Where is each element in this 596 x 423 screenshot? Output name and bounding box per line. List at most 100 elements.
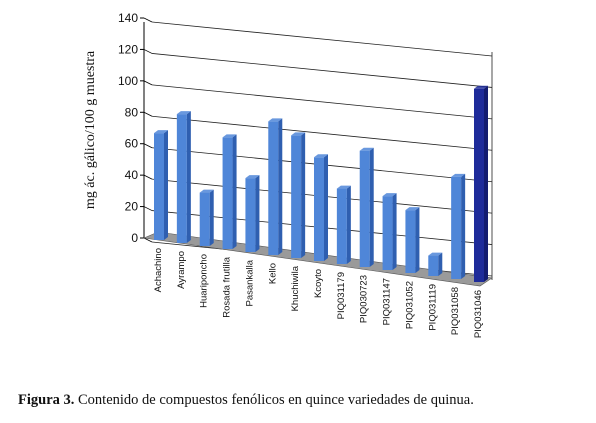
bar-side: [438, 252, 443, 276]
bar-top: [199, 189, 214, 193]
category-label: Achachino: [153, 248, 164, 292]
bar-side: [164, 130, 168, 240]
y-tick-label: 60: [125, 137, 139, 151]
bar-top: [268, 118, 283, 122]
bar: [336, 185, 351, 264]
bar-front: [405, 210, 416, 273]
bar-front: [451, 176, 462, 279]
figure-caption: Figura 3. Contenido de compuestos fenóli…: [18, 392, 588, 409]
bar-side: [484, 85, 488, 282]
category-label: Khuchiwila: [290, 265, 301, 311]
bar-top: [154, 130, 168, 134]
bar-top: [176, 111, 191, 115]
y-tick-label: 40: [125, 168, 139, 182]
bar-side: [186, 111, 191, 244]
bars: [154, 85, 488, 282]
category-label: Huariponcho: [199, 254, 210, 308]
bar-front: [428, 255, 439, 276]
bar-front: [474, 88, 484, 282]
category-label: PIQ031147: [382, 278, 393, 325]
bar-side: [255, 175, 260, 252]
bar: [245, 175, 260, 252]
bar-side: [415, 207, 420, 273]
category-label: PIQ031046: [473, 290, 484, 338]
gridline-connector: [143, 206, 153, 211]
bar-side: [324, 154, 328, 261]
gridline-connector: [143, 17, 153, 23]
y-tick-label: 120: [118, 42, 138, 56]
bar: [268, 118, 283, 255]
bar: [291, 132, 306, 258]
bar-side: [392, 193, 397, 270]
bar-front: [222, 137, 233, 249]
bar-front: [336, 188, 347, 264]
bar-side: [209, 189, 214, 246]
gridline-connector: [143, 174, 153, 180]
bar-side: [278, 118, 283, 255]
gridline-connector: [143, 237, 153, 243]
gridline-connector: [143, 49, 153, 54]
gridline: [151, 84, 493, 120]
bar-side: [369, 147, 374, 267]
bar: [359, 147, 374, 267]
bar-top: [336, 185, 351, 189]
bar-front: [359, 150, 370, 267]
gridline-connector: [143, 80, 153, 86]
gridline: [151, 115, 493, 151]
category-label: Rosada frutilla: [222, 256, 233, 317]
bar-front: [291, 135, 302, 258]
bar: [222, 134, 237, 249]
y-tick-label: 100: [118, 74, 138, 88]
bar-top: [222, 134, 237, 138]
y-tick-label: 80: [125, 105, 139, 119]
category-label: PIQ031052: [404, 281, 415, 329]
category-label: PIQ031058: [450, 287, 461, 335]
category-label: Pasankalla: [244, 259, 255, 306]
y-axis: 0 20 40 60 80 100 120 140: [118, 11, 145, 245]
bar: [428, 252, 443, 276]
gridline-connector: [143, 143, 153, 149]
bar: [405, 207, 420, 273]
gridline: [151, 53, 493, 88]
y-tick-label: 140: [118, 11, 138, 25]
bar-side: [461, 173, 466, 279]
bar-top: [405, 207, 420, 211]
y-axis-label: mg ác. gálico/100 g muestra: [83, 50, 98, 209]
bar-side: [346, 185, 351, 264]
gridline: [151, 21, 493, 57]
bar-top: [245, 175, 260, 179]
y-tick-label: 20: [125, 200, 139, 214]
y-tick-label: 0: [131, 231, 138, 245]
bar-front: [314, 157, 324, 261]
caption-text: Contenido de compuestos fenólicos en qui…: [74, 392, 474, 408]
bar: [176, 111, 191, 244]
category-label: PIQ031179: [336, 272, 347, 319]
bar-top: [382, 193, 397, 197]
bar-top: [314, 154, 328, 158]
category-label: PIQ030723: [359, 275, 370, 323]
bar: [199, 189, 214, 246]
bar-top: [359, 147, 374, 151]
category-labels: Achachino Ayrampo Huariponcho Rosada frutil…: [153, 248, 484, 338]
bar: [474, 85, 488, 282]
bar: [154, 130, 168, 240]
bar: [451, 173, 466, 279]
caption-prefix: Figura 3.: [18, 392, 75, 408]
bar-top: [291, 132, 306, 136]
bar-front: [268, 121, 279, 255]
bar-front: [154, 133, 164, 240]
bar-front: [199, 192, 210, 246]
bar-top: [451, 173, 466, 177]
bar-front: [176, 114, 187, 244]
bar-side: [301, 132, 306, 258]
bar-top: [428, 252, 443, 256]
category-label: PIQ031119: [427, 284, 438, 331]
bar-side: [232, 134, 237, 249]
bar: [382, 193, 397, 270]
bar-front: [382, 196, 393, 270]
category-label: Kcoyto: [313, 269, 324, 298]
category-label: Ayrampo: [176, 251, 187, 289]
category-label: Kello: [267, 263, 278, 284]
bar-front: [245, 178, 256, 252]
